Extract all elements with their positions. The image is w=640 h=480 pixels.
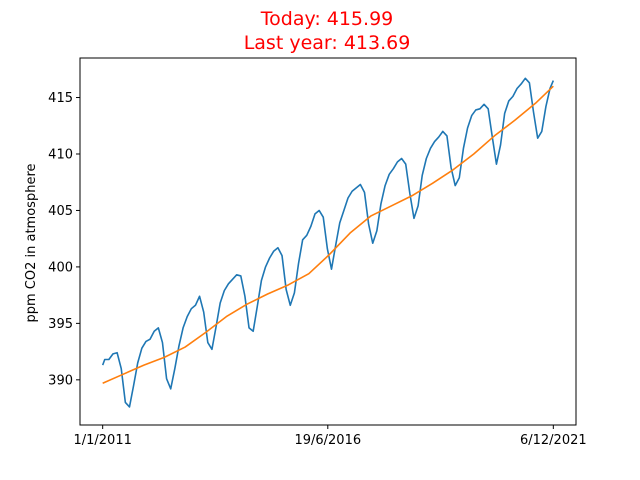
y-tick-label: 400: [48, 260, 73, 275]
series-line-trend: [102, 85, 554, 384]
series-line-monthly: [101, 77, 555, 408]
title-line-last-year: Last year: 413.69: [244, 32, 411, 54]
y-tick-label: 415: [48, 91, 73, 106]
x-tick-label: 1/1/2011: [73, 433, 131, 448]
axes-frame: [79, 57, 577, 426]
y-tick-label: 410: [48, 147, 73, 162]
y-axis-label: ppm CO2 in atmosphere: [24, 164, 39, 323]
y-tick-label: 390: [48, 373, 73, 388]
x-tick-label: 6/12/2021: [520, 433, 587, 448]
x-tick-label: 19/6/2016: [294, 433, 361, 448]
y-tick-label: 405: [48, 204, 73, 219]
plot-area: 390 395 400 405 410 415 1/1/2011 19/6/2016 6/12/…: [48, 57, 587, 448]
title-line-today: Today: 415.99: [260, 8, 394, 30]
y-tick-label: 395: [48, 317, 73, 332]
chart-title: Today: 415.99 Last year: 413.69: [244, 8, 411, 54]
